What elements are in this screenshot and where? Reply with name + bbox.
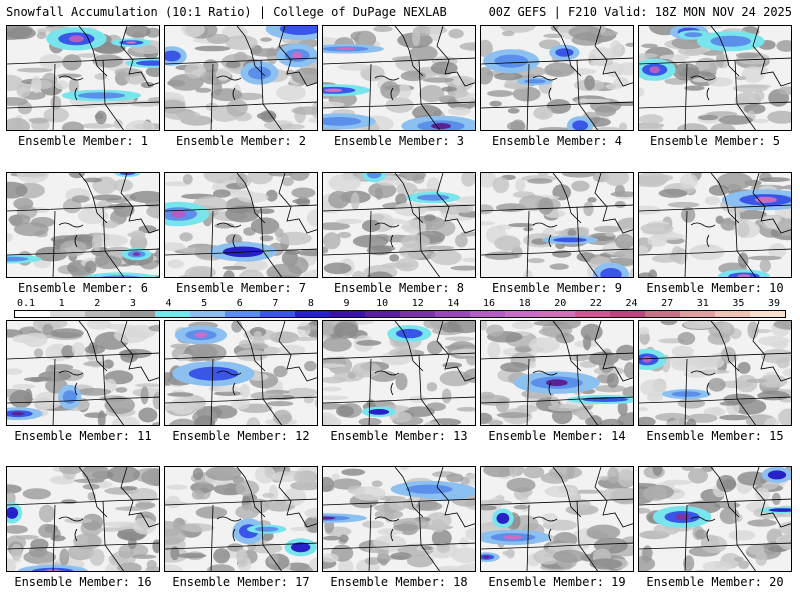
colorbar-swatch: [645, 311, 680, 317]
colorbar-label: 20: [554, 298, 567, 309]
ensemble-member-caption: Ensemble Member: 1: [17, 134, 149, 148]
ensemble-member-caption: Ensemble Member: 15: [646, 429, 784, 443]
ensemble-map-panel: [164, 25, 318, 131]
ensemble-member-caption: Ensemble Member: 17: [172, 575, 310, 589]
ensemble-member-caption: Ensemble Member: 13: [330, 429, 468, 443]
colorbar-label: 3: [129, 298, 136, 309]
ensemble-member-caption: Ensemble Member: 20: [646, 575, 784, 589]
map-title: Snowfall Accumulation (10:1 Ratio) | Col…: [6, 5, 447, 19]
colorbar-swatch: [330, 311, 365, 317]
colorbar-label: 27: [661, 298, 674, 309]
colorbar-swatch: [680, 311, 715, 317]
colorbar-label: 24: [625, 298, 638, 309]
colorbar-swatch: [15, 311, 50, 317]
ensemble-member-caption: Ensemble Member: 2: [175, 134, 307, 148]
snowfall-colorbar: 0.1 1 2 3 4 5 6 7 8 9 10 12 14 16 18 20 22 24 27 31 35 39: [14, 298, 786, 322]
ensemble-member-caption: Ensemble Member: 5: [649, 134, 781, 148]
colorbar-swatch: [540, 311, 575, 317]
ensemble-map-panel: [164, 172, 318, 278]
colorbar-swatch: [365, 311, 400, 317]
ensemble-member-caption: Ensemble Member: 3: [333, 134, 465, 148]
ensemble-map-panel: [638, 172, 792, 278]
ensemble-member-caption: Ensemble Member: 14: [488, 429, 626, 443]
ensemble-map-panel: [480, 320, 634, 426]
colorbar-label: 18: [518, 298, 531, 309]
colorbar-swatch: [400, 311, 435, 317]
ensemble-member-caption: Ensemble Member: 9: [491, 281, 623, 295]
colorbar-label: 1: [58, 298, 65, 309]
ensemble-map-panel: [322, 466, 476, 572]
ensemble-map-panel: [164, 320, 318, 426]
colorbar-label: 35: [732, 298, 745, 309]
ensemble-member-caption: Ensemble Member: 18: [330, 575, 468, 589]
colorbar-strip: [14, 310, 786, 318]
colorbar-label: 6: [236, 298, 243, 309]
ensemble-map-panel: [6, 25, 160, 131]
ensemble-map-panel: [638, 25, 792, 131]
colorbar-label: 31: [696, 298, 709, 309]
colorbar-swatch: [575, 311, 610, 317]
ensemble-map-panel: [480, 25, 634, 131]
ensemble-map-panel: [480, 172, 634, 278]
ensemble-member-caption: Ensemble Member: 11: [14, 429, 152, 443]
colorbar-swatch: [120, 311, 155, 317]
ensemble-map-panel: [6, 172, 160, 278]
ensemble-member-caption: Ensemble Member: 7: [175, 281, 307, 295]
colorbar-swatch: [610, 311, 645, 317]
ensemble-map-panel: [322, 25, 476, 131]
ensemble-member-caption: Ensemble Member: 8: [333, 281, 465, 295]
ensemble-member-caption: Ensemble Member: 10: [646, 281, 784, 295]
colorbar-swatch: [505, 311, 540, 317]
colorbar-swatch: [190, 311, 225, 317]
colorbar-swatch: [470, 311, 505, 317]
colorbar-label: 39: [767, 298, 781, 309]
colorbar-swatch: [225, 311, 260, 317]
colorbar-swatch: [85, 311, 120, 317]
colorbar-label: 0.1: [16, 298, 36, 309]
ensemble-member-caption: Ensemble Member: 19: [488, 575, 626, 589]
colorbar-label: 12: [411, 298, 424, 309]
ensemble-member-caption: Ensemble Member: 6: [17, 281, 149, 295]
colorbar-label: 7: [272, 298, 279, 309]
colorbar-label: 2: [94, 298, 101, 309]
ensemble-map-panel: [638, 320, 792, 426]
colorbar-label: 22: [589, 298, 602, 309]
colorbar-swatch: [260, 311, 295, 317]
colorbar-swatch: [295, 311, 330, 317]
colorbar-label: 5: [201, 298, 208, 309]
colorbar-swatch: [750, 311, 785, 317]
colorbar-swatch: [435, 311, 470, 317]
ensemble-map-panel: [6, 320, 160, 426]
ensemble-map-panel: [638, 466, 792, 572]
colorbar-label: 8: [307, 298, 314, 309]
colorbar-label: 9: [343, 298, 350, 309]
ensemble-map-panel: [6, 466, 160, 572]
ensemble-map-panel: [322, 320, 476, 426]
header: Snowfall Accumulation (10:1 Ratio) | Col…: [0, 0, 800, 22]
ensemble-map-panel: [480, 466, 634, 572]
ensemble-member-caption: Ensemble Member: 12: [172, 429, 310, 443]
colorbar-label: 10: [376, 298, 389, 309]
colorbar-label: 16: [483, 298, 496, 309]
colorbar-swatch: [715, 311, 750, 317]
colorbar-swatch: [155, 311, 190, 317]
colorbar-label: 4: [165, 298, 172, 309]
ensemble-member-caption: Ensemble Member: 4: [491, 134, 623, 148]
ensemble-map-panel: [322, 172, 476, 278]
run-info: 00Z GEFS | F210 Valid: 18Z MON NOV 24 20…: [488, 5, 792, 19]
colorbar-swatch: [50, 311, 85, 317]
colorbar-label: 14: [447, 298, 460, 309]
ensemble-map-panel: [164, 466, 318, 572]
ensemble-member-caption: Ensemble Member: 16: [14, 575, 152, 589]
